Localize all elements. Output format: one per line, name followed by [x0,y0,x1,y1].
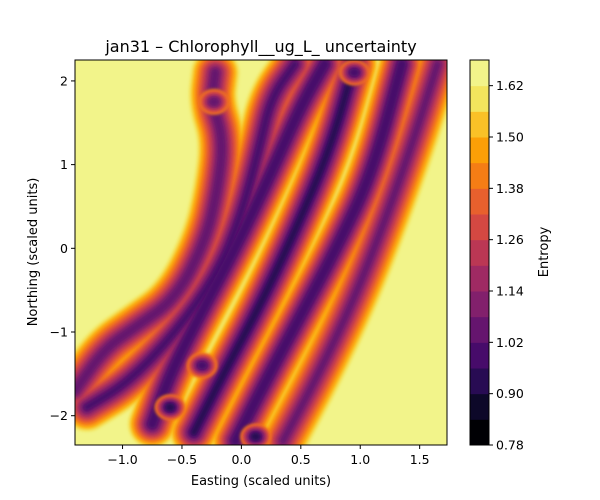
colorbar-band [470,85,489,112]
y-tick-label: −1 [50,325,68,340]
x-tick-label: −1.0 [107,452,137,467]
colorbar-tick-label: 1.38 [496,181,524,196]
y-tick-label: 0 [60,241,68,256]
x-tick-label: 1.5 [410,452,430,467]
contour-band [75,68,226,395]
plot-area [74,59,448,446]
colorbar-band [470,188,489,215]
contour-fills [75,60,447,445]
y-tick-label: 1 [60,157,68,172]
plot-frame [74,59,448,446]
contour-band [84,61,298,411]
y-tick-label: −2 [50,408,68,423]
contour-band [231,60,407,445]
x-tick-label: −0.5 [167,452,197,467]
colorbar-tick-label: 1.14 [496,284,524,299]
contour-minimum [197,361,207,370]
contour-minimum [165,403,175,412]
colorbar-band [470,239,489,266]
x-tick-label: 1.0 [350,452,370,467]
contour-band [280,61,441,444]
colorbar-band [470,342,489,369]
x-tick-label: 0.5 [291,452,311,467]
colorbar-band [470,265,489,292]
colorbar-band [470,137,489,164]
colorbar-tick-label: 1.50 [496,130,524,145]
contour-band [191,61,357,436]
colorbar-tick-label: 0.78 [496,438,524,453]
y-axis: −2 −1 0 1 2 [50,73,75,423]
colorbar-band [470,291,489,318]
colorbar-tick-label: 1.62 [496,78,524,93]
y-tick-label: 2 [60,73,68,88]
y-axis-label: Northing (scaled units) [26,178,41,327]
x-axis: −1.0 −0.5 0.0 0.5 1.0 1.5 [107,445,430,467]
colorbar-tick-label: 1.26 [496,232,524,247]
colorbar-band [470,214,489,241]
colorbar-band [470,393,489,420]
colorbar-swatches [470,60,489,446]
colorbar-band [470,60,489,87]
colorbar-band [470,368,489,395]
colorbar-band [470,419,489,446]
colorbar-frame [469,59,490,446]
colorbar-band [470,111,489,138]
colorbar-ticks: 0.78 0.90 1.02 1.14 1.26 1.38 1.50 1.62 [489,78,524,453]
x-tick-label: 0.0 [231,452,251,467]
contour-minimum [349,68,359,77]
contour-minimum [209,97,220,106]
colorbar-band [470,162,489,189]
chart-title: jan31 – Chlorophyll__ug_L_ uncertainty [104,37,416,57]
colorbar-band [470,316,489,343]
x-axis-label: Easting (scaled units) [191,474,331,489]
colorbar-label: Entropy [537,226,552,277]
colorbar: 0.78 0.90 1.02 1.14 1.26 1.38 1.50 1.62 Entropy [469,59,552,453]
colorbar-tick-label: 1.02 [496,335,524,350]
colorbar-tick-label: 0.90 [496,386,524,401]
contour-minimum [251,432,261,441]
